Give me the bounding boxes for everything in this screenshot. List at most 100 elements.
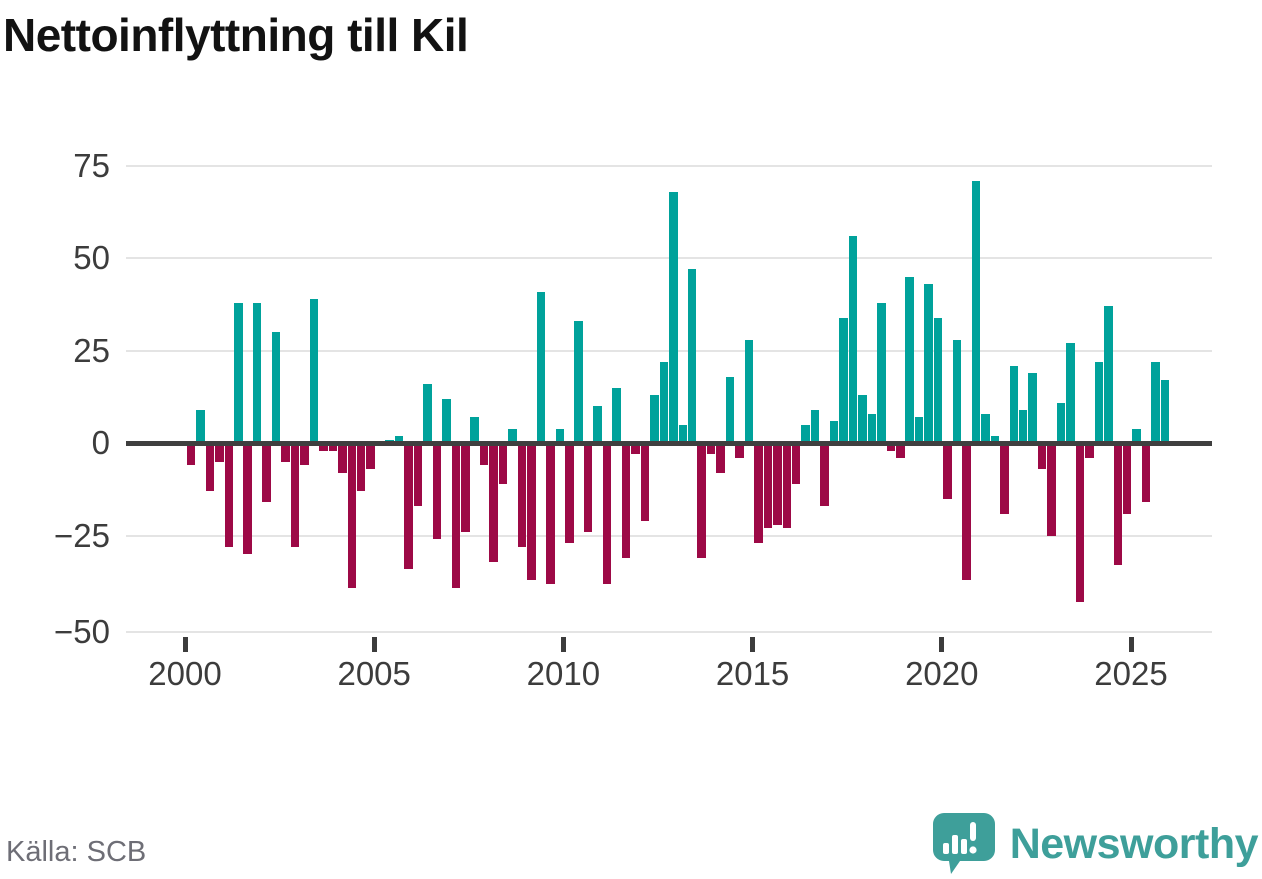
newsworthy-branding: Newsworthy (930, 812, 1259, 876)
bar-2012Q1 (640, 443, 650, 521)
bar-2019Q2 (914, 417, 924, 444)
x-axis-tick-2000 (182, 637, 188, 652)
bar-2020Q4 (971, 180, 981, 444)
x-axis-label-2000: 2000 (148, 655, 222, 692)
bar-2008Q4 (517, 443, 527, 547)
newsworthy-logo-icon (932, 813, 995, 874)
bar-2008Q3 (508, 428, 517, 444)
bar-2011Q2 (612, 387, 621, 444)
gridline-75 (126, 164, 1212, 167)
bar-2000Q1 (186, 443, 196, 466)
bar-2023Q4 (1085, 443, 1094, 459)
bar-2000Q2 (196, 410, 205, 444)
bar-2007Q2 (461, 443, 470, 533)
bar-2016Q4 (820, 443, 829, 507)
bar-2006Q2 (423, 384, 432, 444)
x-axis-label-2010: 2010 (526, 655, 601, 692)
bar-2014Q4 (744, 339, 754, 444)
bar-2020Q3 (962, 443, 971, 581)
bar-2004Q3 (356, 443, 366, 492)
bar-2004Q2 (347, 443, 356, 588)
bar-2005Q4 (404, 443, 413, 570)
bar-2002Q4 (290, 443, 300, 547)
bar-2009Q4 (555, 428, 564, 444)
bar-2007Q3 (470, 417, 479, 444)
bar-2014Q2 (725, 376, 735, 444)
bar-2022Q2 (1028, 373, 1037, 444)
x-axis-label-2005: 2005 (337, 655, 411, 692)
bar-2011Q4 (631, 443, 640, 455)
bar-2018Q4 (896, 443, 905, 459)
bar-2017Q1 (829, 421, 839, 444)
bar-2020Q2 (952, 339, 962, 444)
y-axis-label--25: −25 (54, 516, 110, 554)
source-note: Källa: SCB (6, 836, 147, 868)
bar-2015Q3 (773, 443, 782, 525)
page-title: Nettoinflyttning till Kil (3, 9, 469, 61)
x-axis-line (126, 631, 1212, 633)
bar-2010Q1 (565, 443, 574, 544)
x-axis-label-2015: 2015 (715, 655, 790, 692)
bar-2014Q3 (735, 443, 744, 459)
bar-2013Q1 (678, 424, 687, 444)
x-axis-label-2020: 2020 (905, 655, 979, 692)
bar-2016Q2 (801, 424, 810, 444)
bar-2009Q3 (546, 443, 555, 584)
bar-2025Q1 (1132, 428, 1141, 444)
zero-line (126, 440, 1212, 446)
bar-2023Q2 (1066, 343, 1075, 444)
bar-2017Q4 (858, 395, 867, 444)
bar-2016Q3 (810, 410, 820, 444)
bar-2023Q3 (1075, 443, 1085, 603)
bar-2011Q3 (621, 443, 631, 558)
bar-2019Q3 (924, 284, 933, 444)
y-axis-label-25: 25 (73, 331, 110, 369)
bar-2021Q1 (981, 413, 990, 444)
bar-2021Q2 (990, 435, 999, 444)
bar-2024Q4 (1122, 443, 1132, 514)
bar-2018Q2 (877, 302, 886, 444)
bar-2006Q3 (432, 443, 442, 540)
x-axis-tick-2020 (939, 637, 945, 652)
bar-2022Q3 (1037, 443, 1047, 470)
bar-2013Q4 (706, 443, 716, 455)
bar-2003Q4 (328, 443, 338, 451)
bar-2014Q1 (716, 443, 725, 473)
bar-2003Q1 (300, 443, 309, 466)
bar-2024Q2 (1104, 306, 1113, 444)
bar-2010Q2 (574, 321, 583, 444)
bar-2005Q3 (394, 435, 404, 444)
bar-2000Q4 (215, 443, 224, 462)
bar-2000Q3 (205, 443, 215, 492)
bar-2006Q1 (413, 443, 423, 507)
y-axis-label-50: 50 (73, 239, 110, 277)
bar-2019Q1 (905, 276, 914, 444)
bar-2016Q1 (791, 443, 801, 484)
x-axis-label-2025: 2025 (1094, 655, 1168, 692)
bar-2003Q3 (319, 443, 328, 451)
bar-2020Q1 (943, 443, 952, 499)
bar-2015Q2 (763, 443, 773, 529)
bar-2017Q2 (839, 317, 848, 444)
bar-2011Q1 (602, 443, 612, 584)
bar-2023Q1 (1056, 402, 1066, 444)
y-axis-label-75: 75 (73, 146, 110, 184)
y-axis-label--50: −50 (54, 613, 110, 650)
y-axis-label-0: 0 (91, 424, 110, 462)
bar-2009Q1 (527, 443, 536, 581)
bar-2024Q1 (1094, 361, 1104, 444)
bar-2021Q4 (1009, 365, 1018, 444)
bar-2025Q4 (1160, 380, 1170, 444)
bar-2015Q1 (754, 443, 763, 544)
bar-2010Q3 (583, 443, 593, 533)
bar-2008Q1 (489, 443, 498, 562)
bar-2006Q4 (442, 398, 451, 444)
bar-2013Q2 (687, 269, 697, 444)
bar-2022Q1 (1018, 410, 1028, 444)
bar-2021Q3 (1000, 443, 1009, 514)
bar-2002Q2 (271, 332, 281, 444)
bar-2008Q2 (498, 443, 508, 484)
bar-2025Q2 (1141, 443, 1151, 503)
bar-2018Q3 (886, 443, 895, 451)
